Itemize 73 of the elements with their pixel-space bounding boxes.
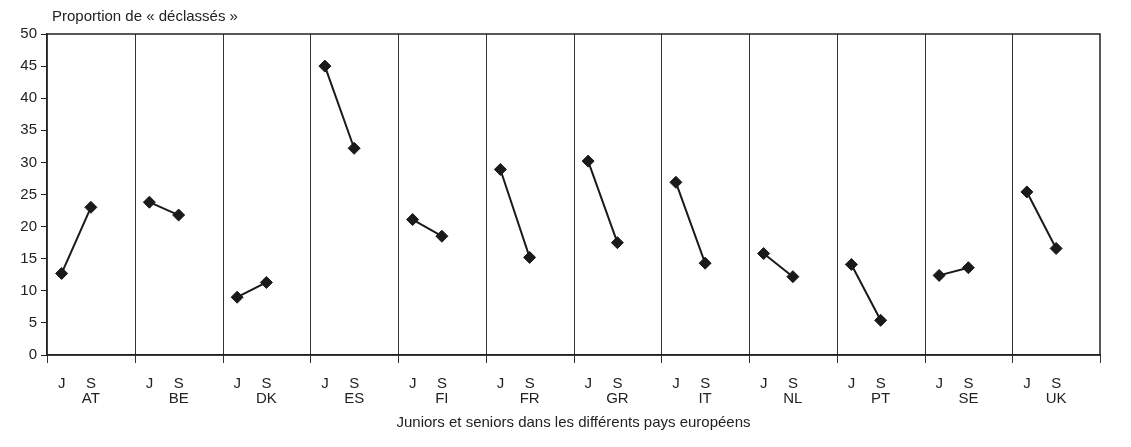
x-tick-label: S bbox=[700, 374, 711, 392]
x-tick-label: J bbox=[408, 374, 417, 392]
point bbox=[961, 261, 975, 275]
y-tick-label: 20 bbox=[20, 216, 37, 234]
text: PT bbox=[871, 389, 891, 407]
x-tick-label: J bbox=[672, 374, 680, 392]
point bbox=[230, 290, 244, 304]
text: ES bbox=[344, 389, 365, 407]
x-tick-label: J bbox=[321, 374, 329, 392]
y-tick-label: 45 bbox=[20, 56, 37, 74]
point bbox=[406, 213, 420, 227]
y-axis-title: Proportion de « déclassés » bbox=[52, 7, 238, 25]
point bbox=[610, 236, 624, 250]
text: UK bbox=[1045, 389, 1067, 407]
text: IT bbox=[698, 389, 712, 407]
text: BE bbox=[168, 389, 189, 407]
y-tick-label: 0 bbox=[28, 345, 37, 363]
point bbox=[669, 175, 683, 189]
point bbox=[581, 154, 595, 168]
text: NL bbox=[783, 389, 803, 407]
point bbox=[259, 275, 273, 289]
point bbox=[874, 313, 888, 327]
x-tick-label: S bbox=[612, 374, 623, 392]
point bbox=[347, 141, 361, 155]
point bbox=[84, 200, 98, 214]
y-tick-label: 40 bbox=[20, 88, 37, 106]
point bbox=[1049, 241, 1063, 255]
point bbox=[698, 256, 712, 270]
y-tick-label: 50 bbox=[20, 24, 37, 42]
x-tick-label: J bbox=[57, 374, 66, 392]
text: FR bbox=[519, 389, 540, 407]
x-tick-label: S bbox=[787, 374, 798, 392]
text: GR bbox=[606, 389, 629, 407]
x-tick-label: S bbox=[85, 374, 96, 392]
x-tick-label: J bbox=[233, 374, 241, 392]
x-tick-label: J bbox=[759, 374, 768, 392]
x-tick-label: J bbox=[1023, 374, 1031, 392]
point bbox=[55, 266, 69, 280]
point bbox=[1020, 185, 1034, 199]
x-tick-label: S bbox=[436, 374, 447, 392]
point bbox=[844, 257, 858, 271]
point bbox=[318, 59, 332, 73]
x-tick-label: S bbox=[1051, 374, 1062, 392]
point bbox=[757, 247, 771, 261]
x-tick-label: J bbox=[145, 374, 154, 392]
y-tick-label: 5 bbox=[28, 313, 37, 331]
point bbox=[786, 270, 800, 284]
point bbox=[523, 250, 537, 264]
point bbox=[493, 162, 507, 176]
y-tick-label: 35 bbox=[20, 120, 37, 138]
y-tick-label: 25 bbox=[20, 184, 37, 202]
text: DK bbox=[255, 389, 277, 407]
x-tick-label: J bbox=[584, 374, 592, 392]
x-tick-label: J bbox=[847, 374, 856, 392]
point bbox=[932, 268, 946, 282]
x-tick-label: S bbox=[261, 374, 272, 392]
y-tick-label: 10 bbox=[20, 280, 37, 298]
x-tick-label: S bbox=[963, 374, 974, 392]
y-tick-label: 30 bbox=[20, 152, 37, 170]
x-tick-label: S bbox=[875, 374, 886, 392]
text: SE bbox=[958, 389, 979, 407]
text: FI bbox=[435, 389, 449, 407]
x-axis-title: Juniors et seniors dans les différents pays européens bbox=[396, 413, 751, 431]
x-tick-label: J bbox=[935, 374, 943, 392]
x-tick-label: S bbox=[173, 374, 184, 392]
point bbox=[435, 229, 449, 243]
x-tick-label: S bbox=[349, 374, 360, 392]
x-tick-label: J bbox=[496, 374, 505, 392]
point bbox=[142, 195, 156, 209]
x-tick-label: S bbox=[524, 374, 535, 392]
text: AT bbox=[81, 389, 100, 407]
y-tick-label: 15 bbox=[20, 248, 37, 266]
point bbox=[172, 208, 186, 222]
